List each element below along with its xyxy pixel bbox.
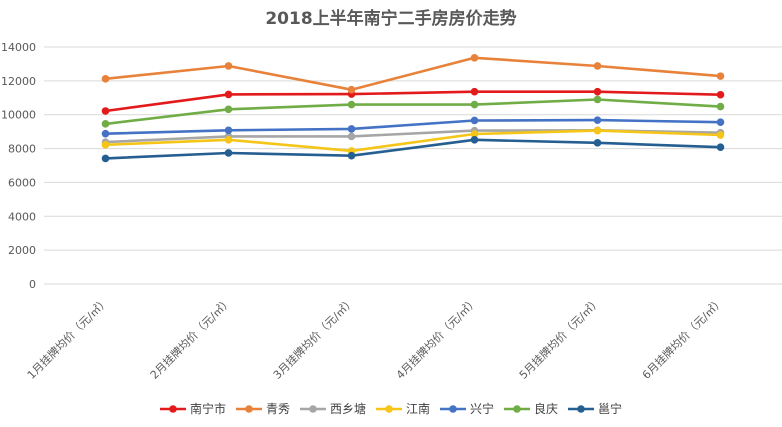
- legend-marker: [245, 405, 253, 413]
- data-point: [716, 72, 725, 80]
- legend-label: 西乡塘: [330, 401, 366, 416]
- data-point: [101, 107, 110, 115]
- legend-item: 江南: [376, 401, 430, 416]
- data-point: [593, 116, 602, 124]
- data-point: [593, 62, 602, 70]
- data-point: [716, 118, 725, 126]
- data-point: [593, 126, 602, 135]
- legend-marker: [385, 405, 393, 413]
- series-line: [105, 129, 721, 153]
- y-tick-label: 14000: [1, 41, 36, 54]
- legend-marker: [169, 405, 177, 413]
- data-point: [101, 141, 110, 149]
- series-line: [105, 138, 721, 160]
- data-point: [716, 131, 725, 139]
- legend-label: 邕宁: [598, 401, 622, 416]
- legend-label: 江南: [406, 401, 430, 416]
- data-point: [101, 120, 110, 128]
- series-line: [105, 90, 721, 113]
- legend-item: 西乡塘: [300, 401, 366, 416]
- data-point: [716, 102, 725, 111]
- legend-label: 良庆: [534, 401, 558, 416]
- data-point: [716, 90, 725, 99]
- data-point: [101, 129, 110, 138]
- data-point: [224, 149, 233, 157]
- data-point: [470, 135, 479, 144]
- legend-item: 邕宁: [568, 401, 622, 416]
- data-point: [347, 85, 356, 94]
- y-tick-label: 4000: [8, 210, 36, 223]
- legend-label: 南宁市: [190, 401, 226, 416]
- y-axis-ticks: 0 2000 4000 6000 8000 10000 12000 14000: [1, 41, 36, 291]
- data-point: [716, 143, 725, 152]
- data-point: [347, 132, 356, 141]
- series-line: [105, 118, 721, 135]
- legend-marker: [577, 405, 585, 413]
- y-tick-label: 0: [29, 278, 36, 291]
- data-point: [593, 87, 602, 96]
- data-point: [470, 130, 479, 138]
- series-lines: [101, 54, 725, 163]
- data-point: [347, 125, 356, 133]
- legend-marker: [513, 405, 521, 413]
- data-point: [224, 105, 233, 114]
- legend-item: 南宁市: [160, 401, 226, 416]
- data-point: [101, 75, 110, 83]
- x-tick-label: 4月挂牌均价（元/㎡）: [393, 294, 480, 381]
- x-tick-label: 3月挂牌均价（元/㎡）: [270, 294, 357, 381]
- legend-label: 青秀: [266, 402, 290, 416]
- x-axis-ticks: 1月挂牌均价（元/㎡） 2月挂牌均价（元/㎡） 3月挂牌均价（元/㎡） 4月挂牌均价（…: [24, 294, 726, 381]
- data-point: [224, 62, 233, 70]
- legend-label: 兴宁: [470, 401, 494, 416]
- legend-marker: [449, 405, 457, 413]
- data-point: [347, 151, 356, 160]
- y-tick-label: 10000: [1, 109, 36, 122]
- series-line: [105, 56, 721, 91]
- legend: 南宁市 青秀 西乡塘 江南 兴宁 良庆 邕宁: [160, 401, 622, 416]
- y-tick-label: 12000: [1, 75, 36, 88]
- data-point: [593, 95, 602, 104]
- data-point: [470, 54, 479, 62]
- data-point: [224, 135, 233, 144]
- legend-item: 良庆: [504, 401, 558, 416]
- data-point: [470, 116, 479, 125]
- x-tick-label: 2月挂牌均价（元/㎡）: [147, 294, 234, 381]
- data-point: [347, 100, 356, 109]
- x-tick-label: 1月挂牌均价（元/㎡）: [24, 294, 111, 381]
- x-tick-label: 6月挂牌均价（元/㎡）: [639, 294, 726, 381]
- gridlines: [44, 46, 782, 285]
- data-point: [224, 90, 233, 99]
- series-line: [105, 98, 721, 126]
- legend-item: 青秀: [236, 402, 290, 416]
- y-tick-label: 8000: [8, 143, 36, 156]
- data-point: [101, 154, 110, 163]
- legend-item: 兴宁: [440, 401, 494, 416]
- data-point: [593, 139, 602, 147]
- data-point: [470, 100, 479, 109]
- x-tick-label: 5月挂牌均价（元/㎡）: [516, 294, 603, 381]
- y-tick-label: 2000: [8, 244, 36, 257]
- data-point: [224, 126, 233, 135]
- legend-marker: [309, 405, 317, 413]
- y-tick-label: 6000: [8, 176, 36, 189]
- data-point: [470, 87, 479, 96]
- chart-title: 2018上半年南宁二手房房价走势: [265, 8, 516, 29]
